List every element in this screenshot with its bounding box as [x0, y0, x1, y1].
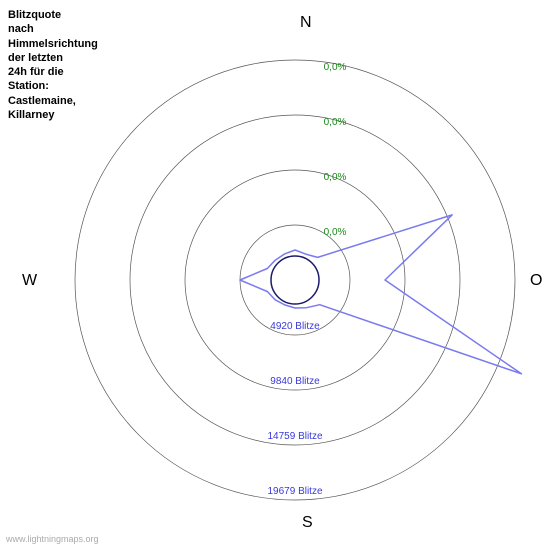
ring-label-top-1: 0,0%	[324, 172, 347, 183]
compass-s: S	[302, 514, 313, 532]
ring-label-top-2: 0,0%	[324, 117, 347, 128]
ring-label-bottom-0: 4920 Blitze	[270, 321, 319, 332]
ring-label-bottom-1: 9840 Blitze	[270, 376, 319, 387]
chart-title: BlitzquotenachHimmelsrichtungder letzten…	[8, 8, 98, 122]
compass-w: W	[22, 272, 37, 290]
credit-text: www.lightningmaps.org	[6, 534, 99, 544]
compass-n: N	[300, 14, 312, 32]
compass-e: O	[530, 272, 542, 290]
ring-label-top-3: 0,0%	[324, 62, 347, 73]
ring-label-top-0: 0,0%	[324, 227, 347, 238]
ring-label-bottom-3: 19679 Blitze	[267, 486, 322, 497]
ring-label-bottom-2: 14759 Blitze	[267, 431, 322, 442]
